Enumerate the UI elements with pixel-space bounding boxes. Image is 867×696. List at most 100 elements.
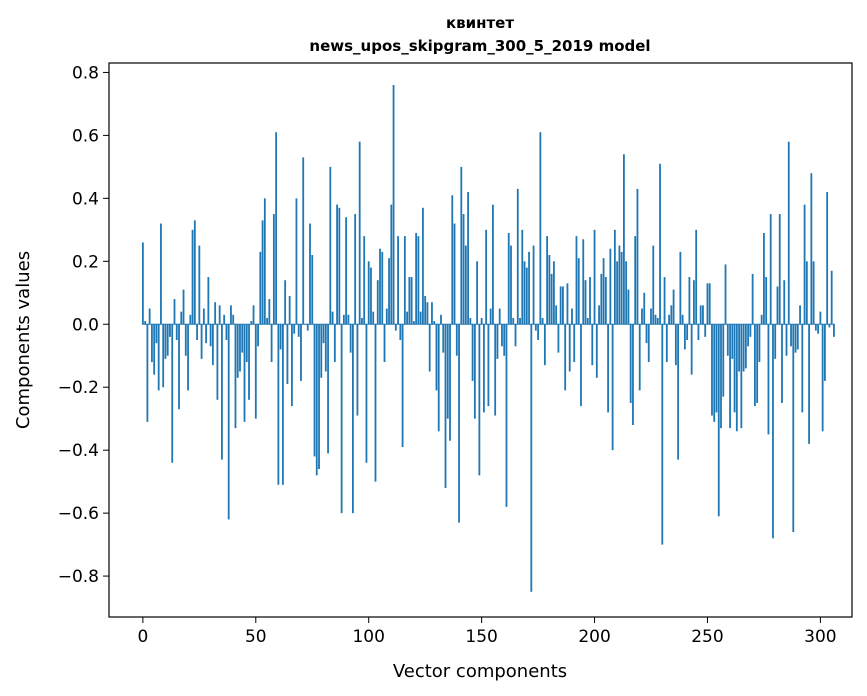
bar — [417, 236, 420, 325]
bar — [151, 324, 153, 363]
bar — [313, 324, 316, 457]
bar — [492, 204, 494, 325]
bar — [735, 324, 738, 432]
bar — [613, 229, 616, 325]
bar — [550, 273, 553, 325]
bar — [482, 324, 485, 413]
x-axis-ticks: 0 50 100 150 200 250 300 — [137, 617, 837, 647]
bar — [618, 245, 621, 325]
bar — [394, 324, 397, 331]
bar — [503, 324, 506, 356]
bar — [747, 324, 750, 347]
bar — [288, 295, 291, 325]
bar — [345, 217, 348, 325]
bar — [329, 166, 332, 325]
bar — [315, 324, 318, 476]
bar — [539, 132, 542, 325]
bar — [469, 317, 472, 325]
bar — [182, 289, 185, 325]
bar — [381, 251, 384, 325]
bar — [205, 324, 208, 344]
bar — [293, 324, 296, 334]
y-tick-label: 0.2 — [72, 252, 99, 272]
bar — [153, 324, 156, 375]
bar — [629, 324, 632, 403]
bar — [331, 311, 334, 325]
y-tick-label: 0.0 — [72, 315, 99, 335]
bar — [363, 236, 366, 325]
bar — [659, 163, 661, 325]
bar — [356, 324, 359, 416]
bar — [383, 324, 386, 363]
bar — [419, 311, 422, 325]
bar — [422, 207, 424, 325]
bar — [767, 324, 770, 435]
bar — [358, 141, 361, 325]
bar — [715, 324, 718, 413]
bar — [309, 223, 311, 325]
x-tick-label: 250 — [691, 627, 723, 647]
bar — [207, 277, 210, 325]
bar — [744, 324, 747, 369]
bar — [552, 261, 555, 325]
bar — [708, 283, 711, 325]
bar — [702, 305, 704, 325]
bar — [654, 314, 657, 325]
bar — [270, 324, 273, 363]
x-tick-label: 50 — [245, 627, 267, 647]
bar — [202, 308, 205, 325]
plot-frame — [108, 62, 853, 618]
bar — [390, 204, 393, 325]
bar — [361, 317, 363, 325]
bar — [370, 267, 372, 325]
bar — [349, 324, 352, 353]
bar — [616, 261, 619, 325]
bar — [257, 324, 259, 347]
bar — [216, 324, 219, 400]
bar — [442, 324, 445, 353]
y-tick-label: −0.8 — [58, 567, 99, 587]
bar — [455, 324, 458, 356]
bar — [525, 267, 528, 325]
bar — [638, 324, 641, 391]
bar — [681, 314, 684, 325]
bar — [833, 324, 835, 337]
bar — [351, 324, 354, 514]
bar — [365, 324, 368, 463]
bar — [397, 236, 399, 325]
bar — [320, 324, 323, 378]
bar — [656, 317, 659, 325]
bar — [643, 292, 646, 325]
bar — [263, 198, 266, 325]
bar — [722, 324, 725, 397]
bar — [720, 324, 722, 429]
y-tick-label: 0.4 — [72, 189, 99, 209]
bar — [254, 324, 257, 419]
bar — [555, 305, 558, 325]
bar — [223, 314, 226, 325]
bar — [794, 324, 797, 353]
bar — [645, 324, 648, 344]
bar — [406, 311, 409, 325]
bar — [261, 220, 264, 325]
bar — [218, 305, 221, 325]
bar — [783, 280, 786, 325]
bar — [462, 214, 465, 325]
bar — [275, 132, 278, 325]
bar — [241, 324, 244, 353]
bar — [769, 214, 772, 325]
bar — [193, 220, 196, 325]
bar — [647, 324, 650, 363]
bar — [562, 286, 564, 325]
bar — [333, 324, 336, 363]
bar — [433, 321, 436, 325]
bar — [318, 324, 320, 470]
bar — [785, 324, 788, 356]
bar — [302, 157, 305, 325]
bar — [478, 324, 481, 476]
bar — [295, 198, 298, 325]
bar — [510, 245, 512, 325]
bar — [519, 317, 521, 325]
bar — [225, 324, 228, 340]
